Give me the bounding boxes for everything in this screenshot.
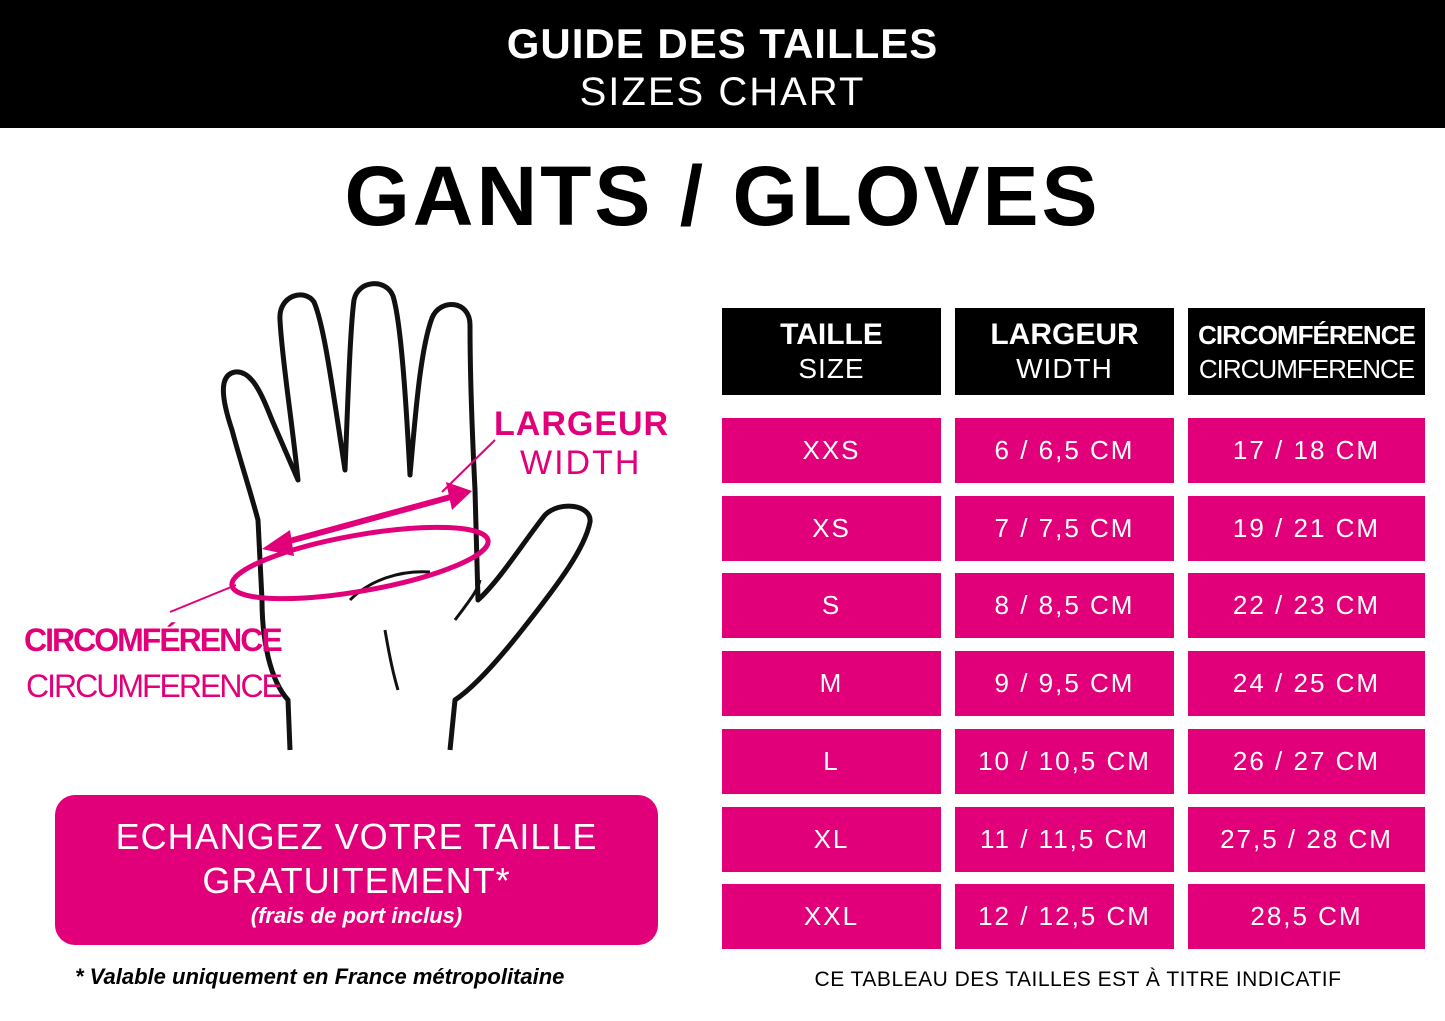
table-cell-circumference: 17 / 18 CM (1188, 418, 1425, 483)
table-cell-size: M (722, 651, 941, 716)
table-cell-width: 6 / 6,5 CM (955, 418, 1174, 483)
table-cell-size: XS (722, 496, 941, 561)
header-bar: GUIDE DES TAILLES SIZES CHART (0, 0, 1445, 128)
column-header-en: WIDTH (1016, 352, 1113, 384)
table-cell-size: XXL (722, 884, 941, 949)
hand-outline-icon (169, 281, 593, 751)
column-header-fr: LARGEUR (990, 317, 1139, 351)
header-title: GUIDE DES TAILLES (506, 20, 939, 67)
column-header-fr: CIRCOMFÉRENCE (1198, 319, 1416, 350)
column-header-circumference: CIRCOMFÉRENCE CIRCUMFERENCE (1188, 308, 1425, 395)
table-cell-circumference: 26 / 27 CM (1188, 729, 1425, 794)
circumference-label-en: CIRCUMFERENCE (26, 668, 283, 704)
width-label-fr: LARGEUR (494, 405, 670, 443)
table-cell-width: 8 / 8,5 CM (955, 573, 1174, 638)
table-cell-circumference: 27,5 / 28 CM (1188, 807, 1425, 872)
circumference-label-fr: CIRCOMFÉRENCE (24, 622, 283, 658)
table-cell-width: 9 / 9,5 CM (955, 651, 1174, 716)
promo-line-3: (frais de port inclus) (250, 903, 463, 928)
table-cell-circumference: 24 / 25 CM (1188, 651, 1425, 716)
header-subtitle: SIZES CHART (579, 70, 866, 114)
page-title: GANTS / GLOVES (344, 149, 1101, 243)
table-cell-circumference: 19 / 21 CM (1188, 496, 1425, 561)
table-cell-size: XL (722, 807, 941, 872)
disclaimer: CE TABLEAU DES TAILLES EST À TITRE INDIC… (814, 968, 1342, 991)
table-cell-size: L (722, 729, 941, 794)
table-cell-size: XXS (722, 418, 941, 483)
table-cell-circumference: 22 / 23 CM (1188, 573, 1425, 638)
table-cell-width: 11 / 11,5 CM (955, 807, 1174, 872)
promo-line-2: GRATUITEMENT* (202, 860, 511, 901)
table-cell-size: S (722, 573, 941, 638)
column-header-en: CIRCUMFERENCE (1198, 353, 1415, 384)
table-cell-circumference: 28,5 CM (1188, 884, 1425, 949)
column-header-width: LARGEUR WIDTH (955, 308, 1174, 395)
column-header-fr: TAILLE (780, 317, 883, 351)
promo-line-1: ECHANGEZ VOTRE TAILLE (115, 816, 598, 857)
table-cell-width: 10 / 10,5 CM (955, 729, 1174, 794)
table-cell-width: 12 / 12,5 CM (955, 884, 1174, 949)
table-cell-width: 7 / 7,5 CM (955, 496, 1174, 561)
width-label-en: WIDTH (520, 444, 642, 482)
column-header-size: TAILLE SIZE (722, 308, 941, 395)
footnote: * Valable uniquement en France métropoli… (75, 964, 565, 989)
column-header-en: SIZE (798, 352, 865, 384)
free-exchange-banner: ECHANGEZ VOTRE TAILLE GRATUITEMENT* (fra… (55, 795, 658, 945)
